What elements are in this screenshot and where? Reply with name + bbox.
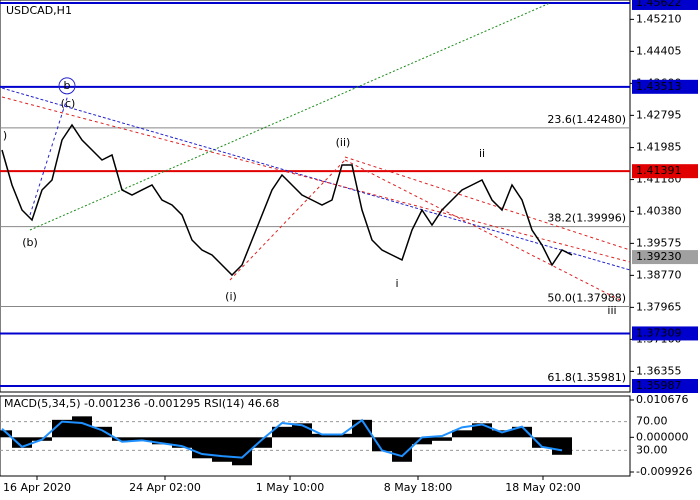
level-label: 1.45622 [636,0,682,9]
level-box [632,164,698,179]
y-tick-label: 1.37965 [636,300,682,313]
macd-bar [532,437,552,448]
level-box [632,79,698,94]
rsi-tick-label: 70.00 [636,415,668,428]
macd-bar [12,437,32,448]
macd-bar [332,433,352,438]
price-line [1,123,573,277]
wave-label: (c) [61,97,76,110]
macd-bar [0,430,12,438]
indicator-title: MACD(5,34,5) -0.001236 -0.001295 RSI(14)… [4,397,279,410]
wave-label: ii [479,147,485,160]
fib-label: 50.0(1.37988) [547,291,626,304]
macd-bar [492,430,512,438]
macd-bar [172,437,192,448]
y-tick-label: 1.36355 [636,364,682,377]
macd-bar [52,419,72,438]
macd-bar [372,437,392,452]
level-label: 1.41391 [636,164,682,177]
macd-bar [312,433,332,438]
indicator-frame [0,395,631,477]
wave-circle [58,77,76,95]
macd-tick-label: 0.000000 [636,430,689,443]
fib-label: 61.8(1.35981) [547,371,626,384]
wave-label: iii [607,304,616,317]
macd-bar [552,437,572,455]
y-tick-label: 1.42795 [636,108,682,121]
macd-bar [512,426,532,438]
rsi-line [1,418,563,459]
macd-bar [72,416,92,438]
macd-bar [92,426,112,438]
level-label: 1.39230 [636,250,682,263]
macd-bar [152,437,172,445]
macd-bar [452,430,472,438]
wave-label: b [64,79,71,92]
wave-label: (b) [22,236,38,249]
y-tick-label: 1.40380 [636,204,682,217]
y-tick-label: 1.41985 [636,141,682,154]
trendline [1,96,631,263]
wave-label: ) [3,129,7,142]
macd-bar [252,437,272,448]
macd-bar [352,419,372,438]
level-label: 1.35987 [636,379,682,392]
trendline [229,159,346,281]
y-tick-label: 1.38770 [636,268,682,281]
x-tick-label: 16 Apr 2020 [3,481,71,494]
macd-bar [232,437,252,466]
wave-label: i [395,277,398,290]
trendline [29,94,69,216]
level-box [632,378,698,393]
y-tick-label: 1.39575 [636,236,682,249]
level-label: 1.37309 [636,326,682,339]
x-tick-label: 24 Apr 02:00 [129,481,201,494]
trendline [29,2,551,231]
macd-bar [212,437,232,462]
main-frame [0,0,631,393]
macd-tick-label: -0.009926 [636,465,692,478]
level-box [632,250,698,265]
fib-label: 38.2(1.39996) [547,212,626,225]
y-tick-label: 1.45210 [636,12,682,25]
x-tick-label: 18 May 02:00 [505,481,580,494]
rsi-tick-label: 30.00 [636,443,668,456]
macd-bar [432,437,452,441]
macd-tick-label: 0.010676 [636,393,689,406]
macd-bar [412,437,432,445]
macd-bar [112,437,132,441]
level-label: 1.43513 [636,80,682,93]
wave-label: (i) [225,290,237,303]
y-tick-label: 1.44405 [636,44,682,57]
level-box [632,326,698,341]
x-tick-label: 8 May 18:00 [384,481,452,494]
wave-label: (ii) [336,136,351,149]
level-box [632,0,698,10]
chart-title: USDCAD,H1 [6,4,72,17]
x-tick-label: 1 May 10:00 [256,481,324,494]
fib-label: 23.6(1.42480) [547,113,626,126]
macd-bar [132,437,152,441]
macd-bar [272,426,292,438]
trendline [344,156,631,251]
